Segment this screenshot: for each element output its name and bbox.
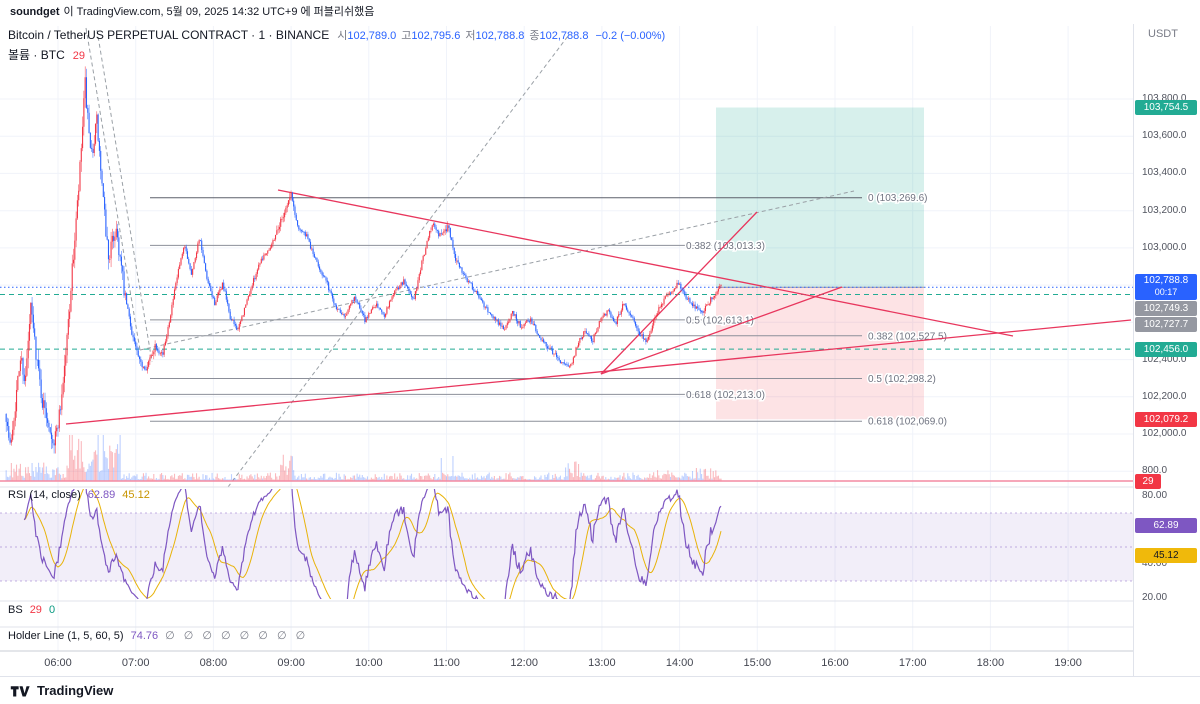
price-badge: 102,456.0 xyxy=(1135,341,1197,357)
svg-text:0.5 (102,298.2): 0.5 (102,298.2) xyxy=(868,374,936,385)
price-axis-label: 102,400.0 xyxy=(1142,353,1187,365)
volume-bars xyxy=(5,435,722,481)
bs-value-2: 0 xyxy=(48,604,56,616)
holder-line-legend: Holder Line (1, 5, 60, 5) 74.76 ∅ ∅ ∅ ∅ ∅ … xyxy=(8,629,308,642)
quote-currency-label: USDT xyxy=(1148,28,1178,40)
tradingview-logo-text: TradingView xyxy=(37,683,114,698)
ohlc-key: 종 xyxy=(529,30,540,42)
trend-lines[interactable] xyxy=(65,189,1132,425)
time-axis-label: 17:00 xyxy=(898,657,927,669)
price-axis[interactable]: USDT 103,800.0 103,600.0 103,400.0 103,200.… xyxy=(1133,24,1200,676)
holder-line-title[interactable]: Holder Line (1, 5, 60, 5) xyxy=(8,630,124,642)
price-change: −0.2 (−0.00%) xyxy=(595,30,666,42)
footer-bar: TradingView xyxy=(0,676,1200,704)
svg-text:0 (103,269.6): 0 (103,269.6) xyxy=(868,193,928,204)
price-axis-label: 102,000.0 xyxy=(1142,428,1187,439)
ohlc-value: 102,795.6 xyxy=(411,30,461,42)
ohlc-key: 시 xyxy=(337,30,348,42)
svg-text:0.382 (103,013.3): 0.382 (103,013.3) xyxy=(686,241,765,252)
rsi-axis-label: 80.00 xyxy=(1142,490,1168,501)
grid xyxy=(0,26,1133,651)
svg-text:0.382 (102,527.5): 0.382 (102,527.5) xyxy=(868,331,947,342)
volume-badge: 29 xyxy=(1135,474,1161,489)
time-axis-label: 19:00 xyxy=(1054,657,1082,669)
symbol-legend: Bitcoin / TetherUS PERPETUAL CONTRACT · … xyxy=(8,27,665,63)
time-axis-label: 07:00 xyxy=(121,657,150,669)
rsi-badge: 62.89 xyxy=(1135,518,1197,534)
pane-separators[interactable] xyxy=(0,486,1133,652)
price-badge: 102,788.8 00:17 xyxy=(1135,274,1197,301)
publish-info: 이 TradingView.com, 5월 09, 2025 14:32 UTC… xyxy=(63,6,375,18)
volume-legend-label[interactable]: 볼륨 · BTC xyxy=(8,48,65,62)
svg-text:0.618 (102,213.0): 0.618 (102,213.0) xyxy=(686,390,765,401)
time-axis[interactable]: 06:00 07:00 08:00 09:00 10:00 11:00 12:00 13:00… xyxy=(0,652,1133,676)
time-axis-label: 11:00 xyxy=(433,657,460,669)
bs-title[interactable]: BS xyxy=(8,604,23,616)
time-axis-label: 18:00 xyxy=(976,657,1005,669)
price-badge: 102,749.3 xyxy=(1135,301,1197,317)
symbol-title[interactable]: Bitcoin / TetherUS PERPETUAL CONTRACT · … xyxy=(8,28,330,42)
price-badge: 103,754.5 xyxy=(1135,99,1197,115)
rsi-axis-label: 20.00 xyxy=(1142,592,1168,603)
svg-text:0.618 (102,069.0): 0.618 (102,069.0) xyxy=(868,417,947,428)
time-axis-label: 06:00 xyxy=(44,657,72,669)
time-axis-label: 15:00 xyxy=(743,657,772,669)
price-axis-label: 103,000.0 xyxy=(1142,241,1187,253)
bs-value-1: 29 xyxy=(29,604,42,616)
time-axis-label: 12:00 xyxy=(510,657,538,669)
ohlc-values: 시102,789.0 고102,795.6 저102,788.8 종102,788.8 xyxy=(337,28,593,42)
holder-line-empty-values: ∅ ∅ ∅ ∅ ∅ ∅ ∅ ∅ xyxy=(165,630,309,642)
volume-legend-row: 볼륨 · BTC 29 xyxy=(8,46,665,63)
publisher-name: soundget xyxy=(10,6,60,18)
rsi-badge: 45.12 xyxy=(1135,548,1197,564)
candlesticks xyxy=(5,66,722,454)
bs-legend: BS 29 0 xyxy=(8,604,55,616)
price-axis-label: 103,600.0 xyxy=(1142,130,1187,142)
tradingview-logo[interactable]: TradingView xyxy=(10,683,113,698)
time-axis-label: 14:00 xyxy=(665,657,694,669)
ohlc-key: 고 xyxy=(401,30,412,42)
price-badge: 102,727.7 xyxy=(1135,317,1197,333)
ohlc-value: 102,789.0 xyxy=(347,30,397,42)
time-axis-label: 13:00 xyxy=(588,657,616,669)
publish-bar: soundget 이 TradingView.com, 5월 09, 2025 1… xyxy=(0,0,1200,24)
long-position-tool[interactable] xyxy=(716,107,924,420)
rsi-legend: RSI (14, close) 62.89 45.12 xyxy=(8,489,150,501)
rsi-ma-value: 45.12 xyxy=(122,489,150,501)
ohlc-value: 102,788.8 xyxy=(539,30,589,42)
time-axis-label: 09:00 xyxy=(277,657,305,669)
price-axis-label: 103,800.0 xyxy=(1142,93,1187,104)
holder-line-value: 74.76 xyxy=(130,630,159,642)
ohlc-value: 102,788.8 xyxy=(475,30,525,42)
ohlc-key: 저 xyxy=(465,30,476,42)
symbol-legend-row1: Bitcoin / TetherUS PERPETUAL CONTRACT · … xyxy=(8,27,665,43)
price-axis-label: 103,400.0 xyxy=(1142,167,1187,179)
time-axis-label: 08:00 xyxy=(199,657,228,669)
fib-retracement[interactable]: 0.382 (103,013.3) 0.5 (102,613.1) 0.618 (1… xyxy=(150,192,948,429)
rsi-value: 62.89 xyxy=(87,489,116,501)
rsi-pane xyxy=(0,489,1133,599)
price-badge: 102,079.2 xyxy=(1135,411,1197,427)
price-axis-label: 103,200.0 xyxy=(1142,204,1187,216)
volume-legend-value: 29 xyxy=(72,50,85,62)
rsi-axis-label: 40.00 xyxy=(1142,558,1168,569)
countdown-timer: 00:17 xyxy=(1154,287,1178,298)
price-axis-label: 800.0 xyxy=(1142,465,1168,477)
rsi-title[interactable]: RSI (14, close) xyxy=(8,489,81,501)
dashed-trend-lines[interactable] xyxy=(85,27,855,488)
svg-text:0.5 (102,613.1): 0.5 (102,613.1) xyxy=(686,315,754,326)
tradingview-logo-icon xyxy=(10,685,30,696)
chart-canvas[interactable]: 0.382 (103,013.3) 0.5 (102,613.1) 0.618 (1… xyxy=(0,0,1133,676)
horizontal-price-lines[interactable] xyxy=(0,286,1133,350)
time-axis-label: 10:00 xyxy=(355,657,383,669)
price-axis-label: 102,200.0 xyxy=(1142,390,1187,402)
time-axis-label: 16:00 xyxy=(821,657,849,669)
